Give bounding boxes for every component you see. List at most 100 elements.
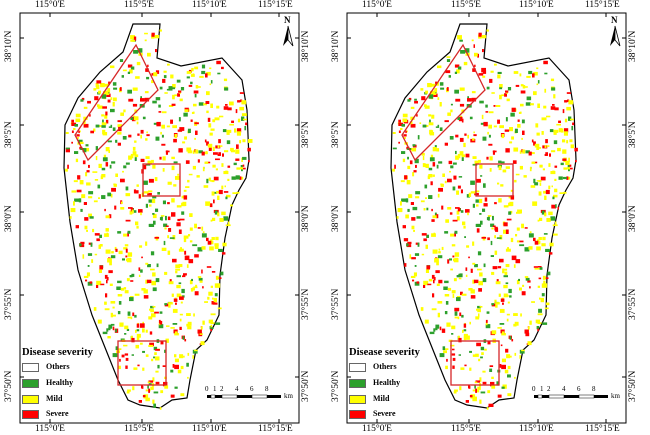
raster-pixel bbox=[132, 312, 135, 317]
raster-pixel bbox=[539, 267, 543, 270]
raster-pixel bbox=[464, 364, 467, 367]
raster-pixel bbox=[473, 134, 477, 137]
raster-pixel bbox=[407, 208, 410, 212]
raster-pixel bbox=[458, 277, 462, 280]
raster-pixel bbox=[413, 229, 415, 232]
raster-pixel bbox=[473, 44, 475, 48]
raster-pixel bbox=[476, 228, 480, 233]
raster-pixel bbox=[502, 270, 505, 274]
raster-pixel bbox=[534, 240, 539, 245]
raster-pixel bbox=[500, 344, 503, 347]
lon-label-top-1: 115°0'E bbox=[362, 0, 392, 10]
raster-pixel bbox=[85, 279, 88, 282]
lon-label-top-4: 115°15'E bbox=[585, 0, 620, 10]
raster-pixel bbox=[456, 190, 459, 195]
raster-pixel bbox=[121, 354, 125, 358]
raster-pixel bbox=[445, 70, 451, 74]
raster-pixel bbox=[499, 84, 503, 88]
raster-pixel bbox=[478, 313, 480, 318]
raster-pixel bbox=[400, 128, 403, 130]
raster-pixel bbox=[519, 287, 522, 291]
raster-pixel bbox=[243, 118, 247, 121]
raster-pixel bbox=[567, 99, 570, 103]
raster-pixel bbox=[436, 148, 440, 152]
raster-pixel bbox=[197, 159, 200, 163]
raster-pixel bbox=[407, 165, 411, 170]
raster-pixel bbox=[76, 189, 82, 193]
raster-pixel bbox=[104, 301, 107, 305]
raster-pixel bbox=[88, 196, 93, 199]
raster-pixel bbox=[494, 63, 497, 66]
raster-pixel bbox=[480, 391, 486, 394]
raster-pixel bbox=[503, 229, 507, 234]
raster-pixel bbox=[468, 192, 472, 197]
raster-pixel bbox=[81, 194, 86, 199]
raster-pixel bbox=[448, 75, 451, 78]
raster-pixel bbox=[464, 236, 466, 238]
raster-pixel bbox=[189, 213, 193, 217]
raster-pixel bbox=[491, 330, 497, 335]
raster-pixel bbox=[532, 201, 538, 206]
raster-pixel bbox=[141, 384, 143, 389]
raster-pixel bbox=[127, 230, 131, 234]
raster-pixel bbox=[183, 112, 188, 117]
raster-pixel bbox=[209, 132, 213, 136]
raster-pixel bbox=[74, 124, 78, 127]
raster-pixel bbox=[459, 386, 462, 391]
legend-swatch-healthy bbox=[349, 379, 366, 388]
raster-pixel bbox=[162, 168, 165, 172]
raster-pixel bbox=[73, 201, 75, 206]
raster-pixel bbox=[502, 302, 504, 305]
raster-pixel bbox=[471, 39, 474, 42]
raster-pixel bbox=[553, 130, 557, 135]
raster-pixel bbox=[140, 134, 142, 139]
raster-pixel bbox=[165, 215, 167, 221]
raster-pixel bbox=[206, 141, 209, 146]
raster-pixel bbox=[430, 154, 434, 158]
raster-pixel bbox=[420, 200, 425, 203]
raster-pixel bbox=[145, 262, 149, 265]
raster-pixel bbox=[542, 236, 546, 241]
raster-pixel bbox=[500, 184, 504, 187]
raster-pixel bbox=[535, 123, 539, 128]
raster-pixel bbox=[522, 284, 525, 287]
raster-pixel bbox=[435, 270, 440, 274]
raster-pixel bbox=[168, 228, 172, 232]
raster-pixel bbox=[110, 108, 115, 113]
raster-pixel bbox=[101, 122, 107, 126]
raster-pixel bbox=[171, 293, 174, 297]
raster-pixel bbox=[170, 369, 174, 373]
raster-pixel bbox=[472, 279, 476, 284]
raster-pixel bbox=[152, 195, 157, 199]
raster-pixel bbox=[148, 388, 150, 393]
raster-pixel bbox=[192, 349, 198, 354]
raster-pixel bbox=[202, 320, 205, 325]
raster-pixel bbox=[189, 280, 193, 285]
raster-pixel bbox=[129, 69, 133, 74]
raster-pixel bbox=[145, 203, 148, 208]
raster-pixel bbox=[187, 150, 193, 154]
raster-pixel bbox=[118, 365, 121, 370]
raster-pixel bbox=[452, 186, 456, 191]
raster-pixel bbox=[71, 141, 73, 144]
lat-label-left-2: 38°5'N bbox=[4, 121, 14, 148]
raster-pixel bbox=[115, 173, 118, 177]
lat-label-left-2: 38°5'N bbox=[331, 121, 341, 148]
raster-pixel bbox=[548, 163, 551, 167]
raster-pixel bbox=[400, 180, 405, 183]
raster-pixel bbox=[458, 116, 463, 122]
raster-pixel bbox=[537, 266, 542, 268]
raster-pixel bbox=[509, 336, 512, 340]
raster-pixel bbox=[79, 243, 82, 247]
raster-pixel bbox=[131, 273, 135, 277]
raster-pixel bbox=[478, 280, 483, 286]
raster-pixel bbox=[242, 167, 246, 170]
raster-pixel bbox=[467, 98, 472, 102]
raster-pixel bbox=[416, 216, 421, 219]
raster-pixel bbox=[197, 276, 202, 279]
raster-pixel bbox=[534, 143, 540, 148]
raster-pixel bbox=[236, 167, 241, 170]
raster-pixel bbox=[448, 160, 453, 165]
raster-pixel bbox=[547, 145, 550, 147]
raster-pixel bbox=[467, 134, 469, 139]
